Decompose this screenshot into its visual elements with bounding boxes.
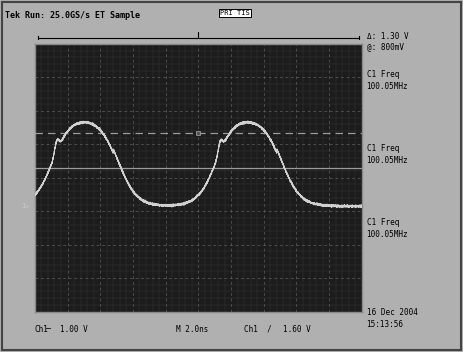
Text: 1₀: 1₀ xyxy=(21,203,30,209)
Text: 1.60 V: 1.60 V xyxy=(282,325,310,334)
Text: —: — xyxy=(46,325,51,334)
Text: Ch1  /: Ch1 / xyxy=(243,325,271,334)
Text: 16 Dec 2004: 16 Dec 2004 xyxy=(366,308,417,317)
Text: M 2.0ns: M 2.0ns xyxy=(176,325,208,334)
Text: @: 800mV: @: 800mV xyxy=(366,42,403,51)
Text: Tek Run: 25.0GS/s ET Sample: Tek Run: 25.0GS/s ET Sample xyxy=(5,11,139,20)
Text: Δ: 1.30 V: Δ: 1.30 V xyxy=(366,32,407,41)
Text: C1 Freq
100.05MHz: C1 Freq 100.05MHz xyxy=(366,218,407,239)
Text: 15:13:56: 15:13:56 xyxy=(366,320,403,329)
Text: Ch1: Ch1 xyxy=(35,325,49,334)
Text: C1 Freq
100.05MHz: C1 Freq 100.05MHz xyxy=(366,144,407,165)
Text: PRI TIS: PRI TIS xyxy=(220,10,250,17)
Text: 1.00 V: 1.00 V xyxy=(60,325,88,334)
Text: C1 Freq
100.05MHz: C1 Freq 100.05MHz xyxy=(366,70,407,91)
